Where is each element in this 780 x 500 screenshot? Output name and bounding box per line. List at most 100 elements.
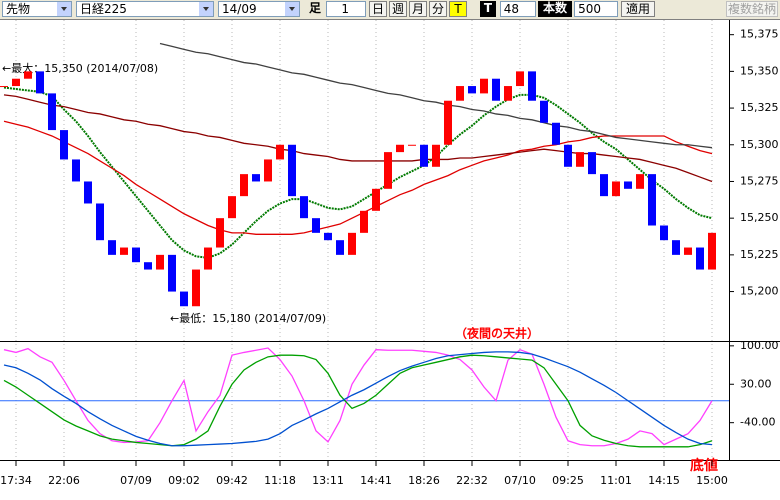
contract-select[interactable]: 14/09	[218, 1, 300, 17]
candle	[456, 86, 464, 101]
index-value: 日経225	[80, 2, 127, 16]
candle	[252, 174, 260, 182]
candle	[240, 174, 248, 197]
candle	[492, 78, 500, 101]
candle	[480, 78, 488, 94]
month-button[interactable]: 月	[409, 1, 427, 17]
contract-value: 14/09	[222, 2, 257, 16]
bottom-annotation: 底値	[690, 457, 718, 474]
day-button[interactable]: 日	[369, 1, 387, 17]
candle	[444, 100, 452, 145]
series-line	[3, 347, 713, 447]
candle	[12, 78, 20, 87]
y-tick-label: -40.00	[740, 416, 775, 429]
candle	[192, 269, 200, 307]
x-tick-label: 09:02	[168, 474, 200, 487]
candle	[132, 247, 140, 263]
series-line	[3, 94, 713, 183]
candle	[348, 232, 356, 255]
period-input[interactable]: 1	[326, 1, 366, 17]
candle	[156, 254, 164, 270]
candle	[96, 203, 104, 241]
candle	[300, 196, 308, 219]
candle	[372, 188, 380, 211]
series-line	[3, 351, 713, 447]
candle	[360, 210, 368, 233]
multi-button[interactable]: 複数銘柄	[726, 1, 778, 17]
market-select[interactable]: 先物	[2, 1, 72, 17]
series-line	[3, 86, 713, 259]
ma-label: T	[480, 1, 496, 17]
y-tick-label: 15,325	[740, 101, 779, 114]
candle	[504, 86, 512, 101]
x-tick-label: 22:32	[456, 474, 488, 487]
candle	[696, 247, 704, 270]
apply-button[interactable]: 適用	[621, 1, 655, 17]
x-tick-label: 18:26	[408, 474, 440, 487]
y-tick-label: 100.00	[740, 339, 779, 352]
candle	[384, 152, 392, 189]
candle	[216, 218, 224, 248]
period-label: 足	[306, 1, 324, 17]
candle	[72, 159, 80, 182]
candle	[144, 262, 152, 270]
x-tick-label: 09:25	[552, 474, 584, 487]
candle	[708, 232, 716, 270]
candle	[684, 247, 692, 255]
night-top-annotation: （夜間の天井）	[455, 326, 539, 341]
candle	[276, 144, 284, 160]
x-tick-label: 22:06	[48, 474, 80, 487]
candle	[288, 144, 296, 197]
candle	[672, 240, 680, 255]
candle	[540, 100, 548, 123]
candle	[60, 130, 68, 160]
series-line	[3, 120, 713, 235]
candle	[408, 144, 416, 146]
index-select[interactable]: 日経225	[76, 1, 214, 17]
market-value: 先物	[6, 2, 31, 16]
candle	[120, 247, 128, 255]
x-tick-label: 07/10	[504, 474, 536, 487]
y-tick-label: 15,375	[740, 28, 779, 41]
y-tick-label: 15,350	[740, 64, 779, 77]
candle	[516, 71, 524, 87]
series-line	[159, 42, 713, 149]
candle	[468, 86, 476, 94]
week-button[interactable]: 週	[389, 1, 407, 17]
candle	[312, 218, 320, 233]
candle	[528, 71, 536, 101]
candle	[564, 144, 572, 167]
toolbar: 先物 日経225 14/09 足 1 日 週 月 分 T T 48 本数 500…	[0, 0, 780, 19]
x-tick-label: 07/09	[120, 474, 152, 487]
candle	[24, 71, 32, 79]
tick-button[interactable]: T	[449, 1, 467, 17]
candle	[336, 240, 344, 255]
candle	[552, 122, 560, 145]
x-tick-label: 11:01	[600, 474, 632, 487]
min-annotation: ←最低：15,180 (2014/07/09)	[170, 312, 326, 325]
candle	[588, 152, 596, 175]
candle	[396, 144, 404, 153]
candle	[204, 247, 212, 270]
y-tick-label: 15,225	[740, 248, 779, 261]
y-tick-label: 15,200	[740, 285, 779, 298]
minute-button[interactable]: 分	[429, 1, 447, 17]
count-label: 本数	[538, 1, 572, 17]
x-tick-label: 15:00	[696, 474, 728, 487]
x-tick-label: 17:34	[0, 474, 32, 487]
candle	[48, 93, 56, 131]
candle	[0, 86, 8, 88]
candle	[636, 174, 644, 189]
y-tick-label: 30.00	[740, 377, 772, 390]
candle	[84, 181, 92, 204]
candle	[648, 174, 656, 226]
ma-input[interactable]: 48	[500, 1, 536, 17]
count-input[interactable]: 500	[574, 1, 618, 17]
x-tick-label: 09:42	[216, 474, 248, 487]
x-tick-label: 11:18	[264, 474, 296, 487]
y-tick-label: 15,300	[740, 138, 779, 151]
candle	[612, 181, 620, 197]
candle	[420, 144, 428, 167]
candle	[228, 196, 236, 219]
